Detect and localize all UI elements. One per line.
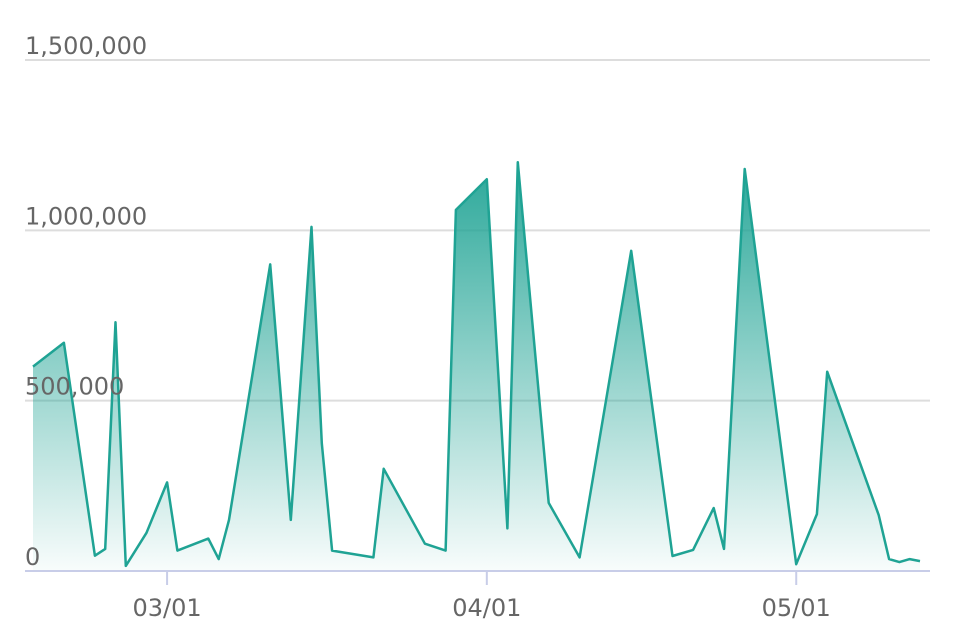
x-tick-label: 05/01 [762,594,831,622]
x-tick-label: 03/01 [132,594,201,622]
area-line [32,160,921,568]
y-tick-label: 1,000,000 [25,202,147,230]
y-tick-label: 500,000 [25,373,124,401]
axes: 0 500,000 1,000,000 1,500,000 03/01 04/01 05/0… [25,32,930,622]
x-tick-label: 04/01 [452,594,521,622]
y-tick-label: 1,500,000 [25,32,147,60]
y-tick-label: 0 [25,543,40,571]
area-fill [33,162,920,571]
plot-area [32,160,921,571]
